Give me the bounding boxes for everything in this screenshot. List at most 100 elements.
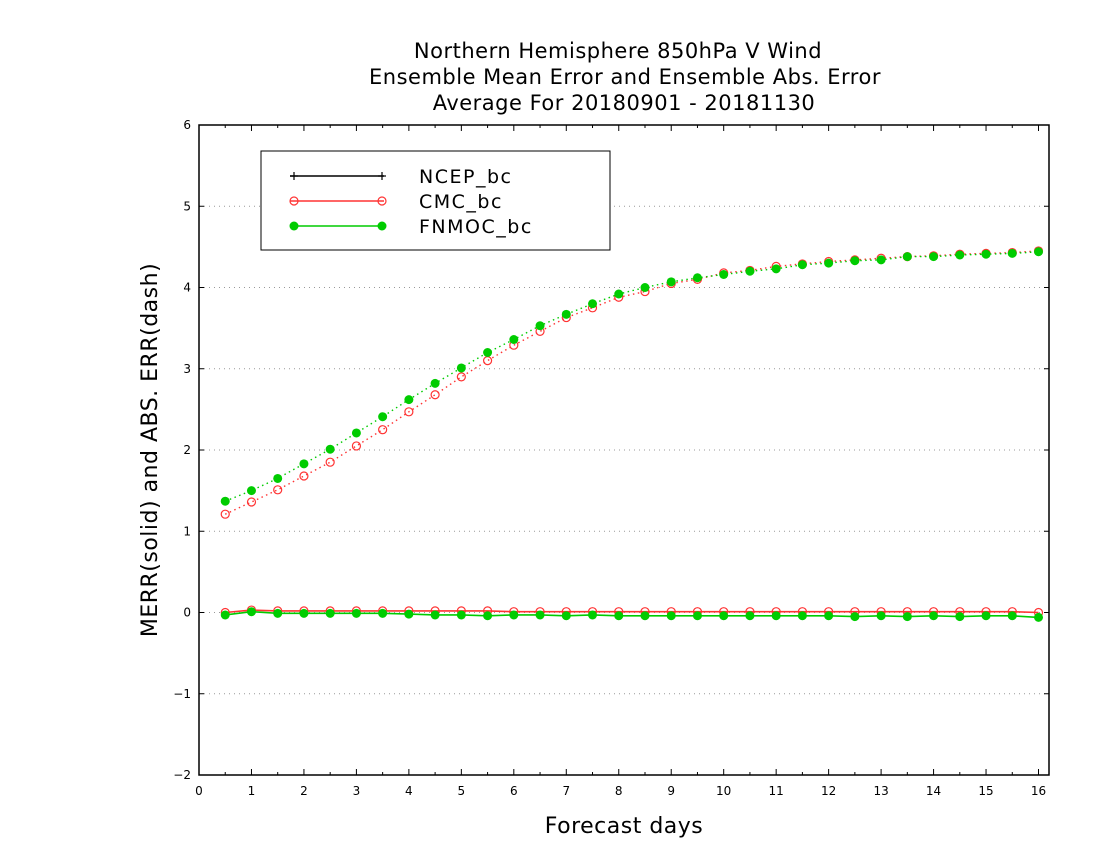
- point-abs-err-fnmoc-bc: [299, 459, 309, 469]
- series-layer: [220, 246, 1044, 622]
- point-abs-err-fnmoc-bc: [745, 266, 755, 276]
- point-abs-err-fnmoc-bc: [824, 258, 834, 268]
- x-tick-label: 3: [353, 784, 361, 798]
- title-line-1: Northern Hemisphere 850hPa V Wind: [414, 39, 822, 63]
- plot-frame: [198, 124, 1050, 776]
- point-merr-fnmoc-bc: [1007, 611, 1017, 621]
- x-tick-label: 0: [195, 784, 203, 798]
- point-abs-err-fnmoc-bc: [588, 299, 598, 309]
- x-tick-label: 10: [716, 784, 731, 798]
- point-abs-err-fnmoc-bc: [220, 496, 230, 506]
- point-merr-fnmoc-bc: [745, 611, 755, 621]
- x-tick-label: 2: [300, 784, 308, 798]
- point-merr-fnmoc-bc: [692, 611, 702, 621]
- point-abs-err-fnmoc-bc: [246, 486, 256, 496]
- point-abs-err-cmc-bc: [220, 509, 230, 519]
- point-abs-err-cmc-bc: [351, 441, 362, 451]
- point-merr-fnmoc-bc: [955, 612, 965, 622]
- point-abs-err-fnmoc-bc: [351, 428, 361, 438]
- y-axis-ticks: −2 −1 0 1 2 3 4 5 6: [173, 118, 1049, 782]
- point-abs-err-fnmoc-bc: [273, 473, 283, 483]
- point-abs-err-cmc-bc: [430, 390, 440, 400]
- legend-marker-cmc-bc: [289, 196, 299, 206]
- x-tick-label: 13: [873, 784, 888, 798]
- point-merr-fnmoc-bc: [1034, 612, 1044, 622]
- point-merr-fnmoc-bc: [246, 607, 256, 617]
- x-tick-label: 4: [405, 784, 413, 798]
- point-abs-err-fnmoc-bc: [797, 260, 807, 270]
- point-merr-fnmoc-bc: [588, 610, 598, 620]
- point-abs-err-fnmoc-bc: [561, 309, 571, 319]
- y-tick-label: 1: [183, 524, 191, 538]
- point-merr-fnmoc-bc: [929, 611, 939, 621]
- y-tick-label: 5: [183, 199, 191, 213]
- point-abs-err-cmc-bc: [378, 425, 388, 435]
- legend-label-ncep-bc: NCEP_bc: [419, 166, 512, 188]
- point-merr-fnmoc-bc: [378, 608, 388, 618]
- point-abs-err-fnmoc-bc: [404, 395, 414, 405]
- point-abs-err-fnmoc-bc: [719, 270, 729, 279]
- point-abs-err-cmc-bc: [299, 471, 309, 481]
- point-abs-err-fnmoc-bc: [614, 289, 624, 299]
- point-merr-fnmoc-bc: [876, 611, 886, 621]
- point-merr-fnmoc-bc: [850, 612, 860, 622]
- x-tick-label: 8: [615, 784, 623, 798]
- point-merr-fnmoc-bc: [404, 609, 414, 619]
- point-merr-fnmoc-bc: [614, 611, 624, 621]
- point-abs-err-fnmoc-bc: [981, 249, 991, 259]
- point-abs-err-fnmoc-bc: [483, 348, 493, 357]
- point-abs-err-cmc-bc: [482, 356, 493, 366]
- point-merr-fnmoc-bc: [430, 610, 440, 620]
- point-merr-fnmoc-bc: [797, 611, 807, 621]
- point-abs-err-fnmoc-bc: [640, 283, 650, 292]
- legend-marker-cmc-bc: [377, 196, 387, 206]
- series-line-abs-err-cmc-bc: [224, 250, 1039, 515]
- x-tick-label: 15: [978, 784, 993, 798]
- point-merr-fnmoc-bc: [220, 610, 230, 620]
- legend-marker-ncep-bc: [290, 172, 298, 180]
- point-abs-err-fnmoc-bc: [692, 273, 702, 283]
- point-abs-err-fnmoc-bc: [876, 255, 886, 265]
- point-merr-fnmoc-bc: [981, 611, 991, 621]
- point-abs-err-cmc-bc: [325, 457, 335, 467]
- point-merr-fnmoc-bc: [666, 611, 676, 621]
- point-abs-err-fnmoc-bc: [771, 264, 781, 274]
- x-axis-ticks: 0 1 2 3 4 5 6 7 8 9 10 11 12 13 14 15 16: [195, 125, 1046, 798]
- point-abs-err-fnmoc-bc: [1007, 248, 1017, 258]
- point-merr-fnmoc-bc: [299, 608, 309, 618]
- title-line-3: Average For 20180901 - 20181130: [433, 91, 816, 115]
- point-merr-fnmoc-bc: [509, 610, 519, 620]
- legend-marker-ncep-bc: [378, 172, 386, 180]
- point-abs-err-fnmoc-bc: [456, 363, 466, 373]
- point-merr-fnmoc-bc: [535, 610, 545, 620]
- point-merr-fnmoc-bc: [771, 611, 781, 621]
- y-tick-label: −2: [173, 768, 191, 782]
- series-line-abs-err-fnmoc-bc: [224, 251, 1039, 502]
- y-tick-label: 3: [183, 362, 191, 376]
- y-tick-label: 2: [183, 443, 191, 457]
- chart-title: Northern Hemisphere 850hPa V Wind Ensemb…: [369, 39, 880, 115]
- point-merr-fnmoc-bc: [483, 611, 493, 621]
- point-merr-fnmoc-bc: [640, 611, 650, 621]
- legend-label-cmc-bc: CMC_bc: [419, 191, 503, 213]
- point-abs-err-cmc-bc: [273, 485, 283, 495]
- point-abs-err-fnmoc-bc: [325, 444, 335, 454]
- point-merr-fnmoc-bc: [351, 608, 361, 618]
- point-merr-fnmoc-bc: [325, 608, 335, 618]
- point-abs-err-cmc-bc: [404, 407, 414, 417]
- point-abs-err-fnmoc-bc: [1034, 247, 1044, 257]
- point-abs-err-fnmoc-bc: [535, 321, 545, 331]
- legend: NCEP_bc CMC_bc FNMOC_bc: [260, 150, 611, 251]
- point-abs-err-fnmoc-bc: [929, 252, 939, 262]
- point-abs-err-fnmoc-bc: [509, 335, 519, 344]
- point-abs-err-fnmoc-bc: [850, 256, 860, 266]
- point-abs-err-cmc-bc: [456, 372, 466, 382]
- y-axis-label: MERR(solid) and ABS. ERR(dash): [138, 263, 163, 637]
- point-abs-err-fnmoc-bc: [666, 277, 676, 287]
- y-tick-label: 0: [183, 606, 191, 620]
- x-tick-label: 16: [1031, 784, 1046, 798]
- point-merr-fnmoc-bc: [902, 612, 912, 622]
- series-line-merr-cmc-bc: [225, 609, 1039, 614]
- point-merr-fnmoc-bc: [456, 610, 466, 620]
